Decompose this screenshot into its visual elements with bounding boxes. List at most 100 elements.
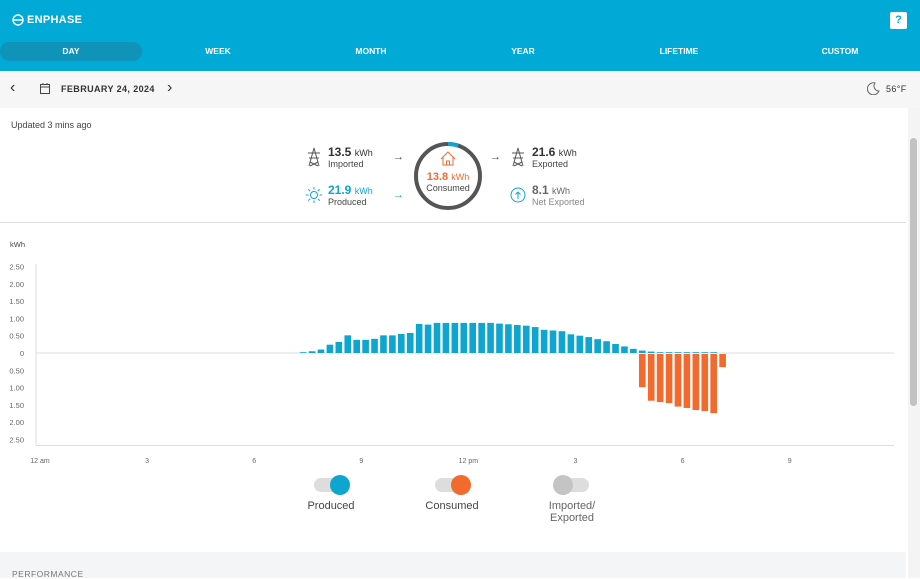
produced-bar	[451, 322, 459, 353]
produced-bar	[603, 341, 610, 353]
produced-label: Produced	[328, 197, 367, 207]
y-tick-label: 1.00	[9, 384, 24, 393]
unit: kWh	[558, 148, 577, 158]
net-exported-label: Net Exported	[532, 197, 585, 207]
tab-week[interactable]: WEEK	[205, 46, 231, 56]
consumed-bar	[647, 354, 655, 401]
imported-stat: 13.5 kWh Imported	[306, 145, 373, 169]
produced-bar	[612, 344, 619, 353]
y-tick-label: 0.50	[9, 332, 24, 341]
consumed-bar	[683, 354, 691, 408]
unit: kWh	[451, 172, 470, 182]
legend-consumed-toggle[interactable]: Consumed	[416, 475, 488, 512]
y-tick-label: 0.50	[9, 366, 24, 375]
produced-stat: 21.9 kWh Produced	[306, 183, 373, 207]
produced-bar	[353, 339, 360, 353]
arrow-icon: →	[393, 151, 404, 163]
legend-label: Imported/	[548, 500, 596, 512]
chart-legend: Produced Consumed Imported/ Exported	[0, 475, 906, 548]
unit: kWh	[552, 186, 571, 196]
produced-bar	[469, 322, 477, 353]
produced-bar	[692, 352, 700, 353]
produced-bar	[299, 352, 307, 353]
energy-bar-chart: kWh 2.50 2.00 1.50 1.00 0.50 0 0.50 1.00 1.50 2.00…	[9, 240, 894, 465]
produced-bar	[326, 344, 334, 353]
house-icon	[440, 151, 456, 166]
produced-bar	[317, 349, 325, 353]
produced-bar	[433, 322, 441, 353]
net-exported-value: 8.1	[532, 183, 549, 197]
y-tick-label: 0	[20, 349, 24, 358]
produced-bar	[460, 322, 468, 353]
legend-produced-toggle[interactable]: Produced	[296, 475, 366, 512]
consumed-bar	[692, 354, 700, 411]
produced-bar	[344, 335, 352, 353]
produced-bar	[656, 352, 664, 353]
x-tick-label: 6	[681, 458, 685, 465]
produced-toggle-switch[interactable]	[314, 475, 350, 495]
produced-bar	[647, 351, 655, 353]
enphase-logo[interactable]: ENPHASE	[12, 14, 82, 26]
y-axis-label: kWh	[10, 240, 25, 249]
y-tick-label: 1.00	[9, 314, 24, 323]
scrollbar[interactable]	[908, 108, 920, 578]
produced-bar	[674, 352, 682, 353]
produced-bar	[308, 351, 316, 353]
help-button[interactable]: ?	[890, 12, 907, 29]
consumed-toggle-switch[interactable]	[435, 475, 471, 495]
date-navigation: ‹ FEBRUARY 24, 2024 › 56°F	[0, 71, 920, 108]
consumed-bar	[638, 354, 646, 388]
y-tick-label: 1.50	[9, 401, 24, 410]
produced-bar	[540, 329, 548, 353]
previous-day-button[interactable]: ‹	[10, 79, 16, 96]
arrow-up-circle-icon	[510, 187, 526, 203]
produced-bar	[567, 334, 575, 353]
exported-stat: 21.6 kWh Exported	[510, 145, 577, 169]
produced-bar	[522, 325, 530, 353]
tab-custom[interactable]: CUSTOM	[821, 46, 859, 56]
produced-bar	[514, 324, 521, 353]
weather-temperature: 56°F	[886, 84, 907, 94]
consumed-bar	[674, 354, 682, 407]
imported-exported-toggle-switch[interactable]	[553, 475, 589, 495]
moon-icon	[867, 82, 880, 95]
consumed-bar	[719, 354, 726, 368]
produced-bar	[701, 352, 709, 353]
tab-day[interactable]: DAY	[0, 42, 142, 61]
produced-bar	[442, 322, 450, 353]
exported-value: 21.6	[532, 145, 556, 159]
selected-date[interactable]: FEBRUARY 24, 2024	[61, 84, 155, 94]
calendar-icon[interactable]	[40, 83, 50, 94]
y-tick-label: 2.50	[9, 263, 24, 272]
produced-bar	[576, 335, 584, 353]
tab-lifetime[interactable]: LIFETIME	[659, 46, 699, 56]
consumed-bar	[710, 354, 717, 414]
consumed-stat: 13.8 kWh Consumed	[413, 141, 483, 211]
produced-bar	[478, 322, 485, 353]
consumed-value: 13.8	[426, 171, 449, 183]
tab-year[interactable]: YEAR	[511, 46, 535, 56]
consumption-ring	[414, 141, 482, 210]
produced-bar	[558, 331, 566, 353]
legend-imported-exported-toggle[interactable]: Imported/ Exported	[535, 475, 609, 524]
imported-label: Imported	[328, 159, 364, 169]
energy-summary: Updated 3 mins ago	[0, 108, 906, 223]
enphase-logo-icon	[12, 14, 24, 26]
next-day-button[interactable]: ›	[167, 79, 173, 96]
produced-bar	[406, 332, 414, 353]
x-tick-label: 3	[145, 458, 149, 465]
y-tick-label: 2.50	[9, 436, 24, 445]
produced-bar	[380, 335, 387, 353]
produced-bar	[710, 352, 717, 353]
produced-bar	[549, 330, 557, 353]
produced-bar	[638, 350, 646, 353]
updated-timestamp: Updated 3 mins ago	[11, 120, 92, 130]
grid-tower-icon	[308, 147, 320, 167]
tab-month[interactable]: MONTH	[355, 46, 387, 56]
scrollbar-thumb[interactable]	[910, 138, 917, 406]
performance-section-header: PERFORMANCE	[0, 552, 906, 579]
produced-bar	[424, 324, 432, 353]
produced-bar	[621, 346, 628, 353]
y-tick-label: 2.00	[9, 418, 24, 427]
y-tick-label: 1.50	[9, 297, 24, 306]
